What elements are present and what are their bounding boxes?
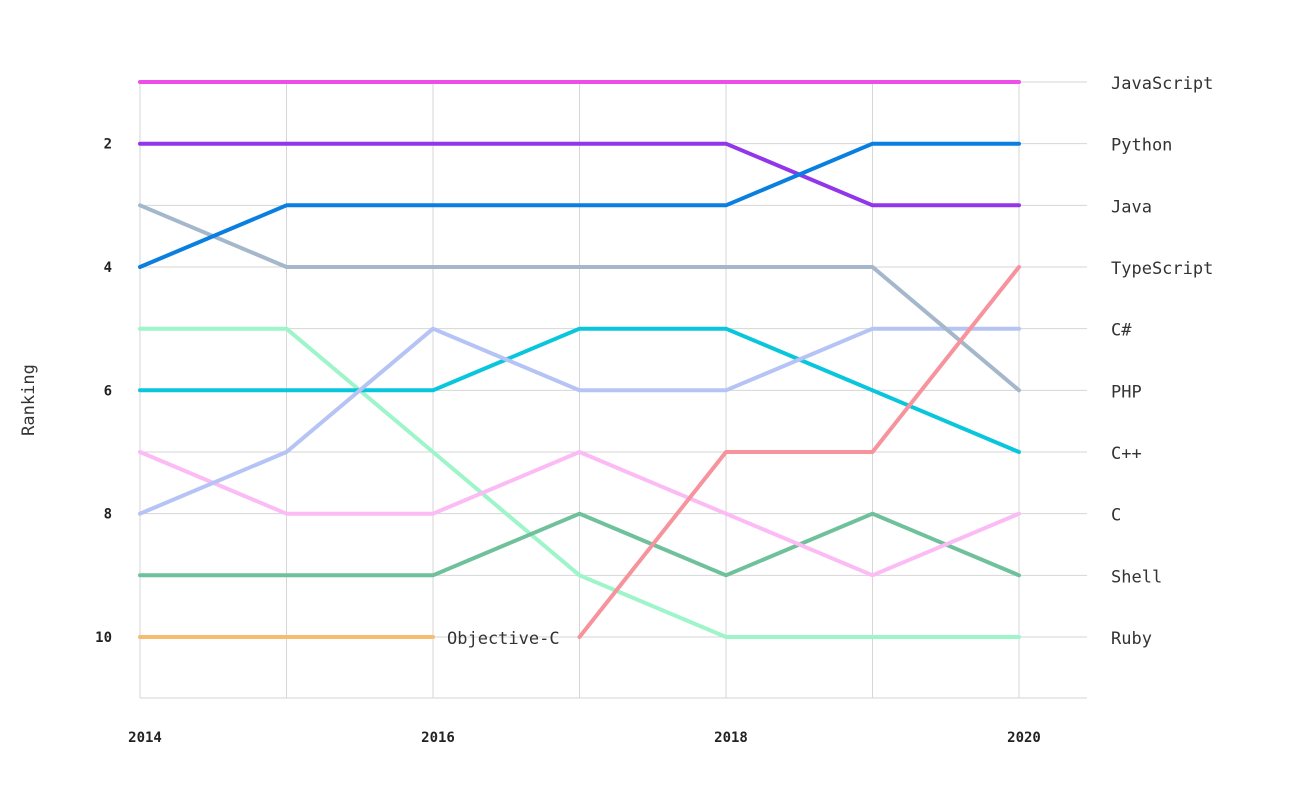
x-tick-label: 2016 bbox=[421, 730, 455, 746]
y-tick-label: 6 bbox=[104, 383, 112, 399]
series-line-shell bbox=[138, 511, 1021, 578]
series-label-php: PHP bbox=[1111, 382, 1142, 402]
series-line-c bbox=[138, 450, 1021, 578]
series-line-c- bbox=[138, 326, 1021, 516]
x-axis-ticks: 2014 2016 2018 2020 bbox=[128, 730, 1041, 746]
series-label-c-: C++ bbox=[1111, 444, 1142, 464]
series-line-php bbox=[138, 203, 1021, 393]
series-line-c- bbox=[138, 326, 1021, 454]
x-tick-label: 2018 bbox=[714, 730, 748, 746]
series-label-python: Python bbox=[1111, 136, 1172, 156]
series-lines bbox=[138, 80, 1021, 639]
series-labels: JavaScript Python Java TypeScript C# PHP C++ C S… bbox=[447, 74, 1213, 649]
series-label-c: C bbox=[1111, 506, 1121, 526]
series-line-python bbox=[138, 141, 1021, 269]
series-label-ruby: Ruby bbox=[1111, 629, 1152, 649]
y-tick-label: 4 bbox=[104, 260, 112, 276]
series-line-typescript bbox=[577, 265, 1021, 639]
series-line-ruby bbox=[138, 326, 1021, 639]
series-line-java bbox=[138, 141, 1021, 208]
series-label-javascript: JavaScript bbox=[1111, 74, 1213, 94]
series-label-shell: Shell bbox=[1111, 567, 1162, 587]
series-label-objective-c: Objective-C bbox=[447, 629, 560, 649]
y-tick-label: 2 bbox=[104, 137, 112, 153]
series-label-java: Java bbox=[1111, 197, 1152, 217]
series-label-c-: C# bbox=[1111, 321, 1132, 341]
series-label-typescript: TypeScript bbox=[1111, 259, 1213, 279]
y-axis-ticks: 2 4 6 8 10 bbox=[95, 137, 112, 646]
y-tick-label: 10 bbox=[95, 630, 112, 646]
x-tick-label: 2020 bbox=[1007, 730, 1041, 746]
y-tick-label: 8 bbox=[104, 507, 112, 523]
y-axis-title: Ranking bbox=[19, 364, 39, 436]
x-tick-label: 2014 bbox=[128, 730, 162, 746]
